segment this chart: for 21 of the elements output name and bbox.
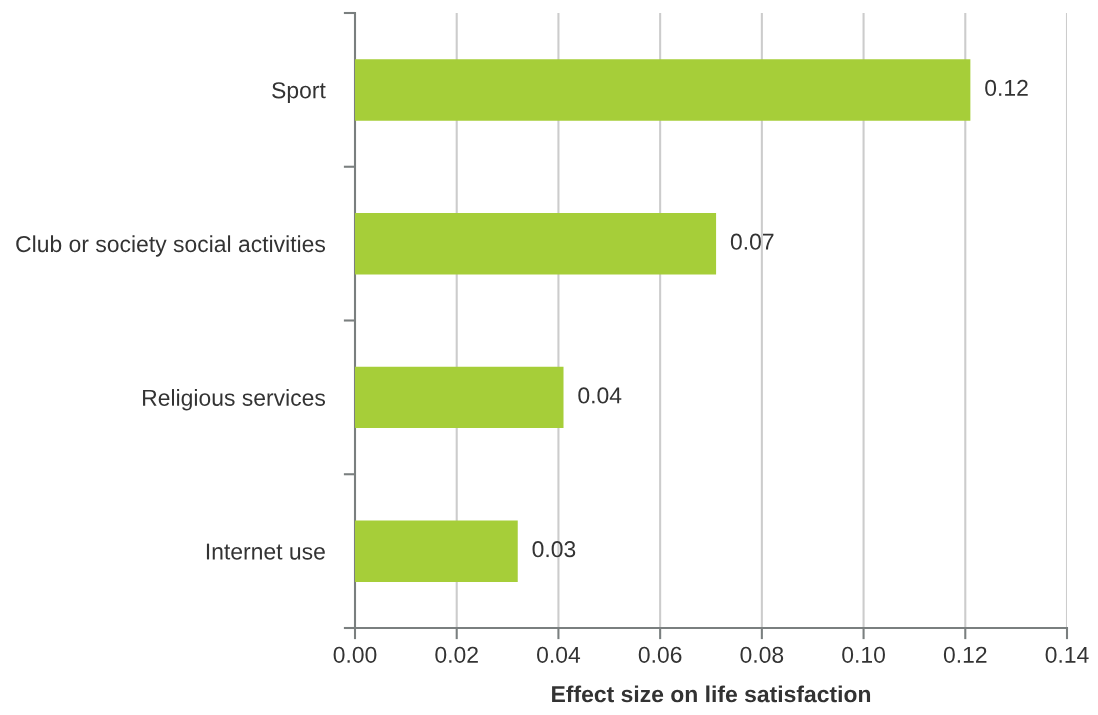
data-label: 0.12 bbox=[985, 79, 1028, 97]
x-tick-label: 0.06 bbox=[638, 646, 682, 663]
y-tick-label: Internet use bbox=[206, 543, 325, 560]
x-tick-label: 0.00 bbox=[333, 646, 377, 663]
bar bbox=[355, 520, 518, 582]
x-tick-label: 0.08 bbox=[740, 646, 784, 663]
data-label: 0.03 bbox=[532, 541, 576, 558]
data-label: 0.07 bbox=[730, 233, 774, 250]
x-tick-label: 0.02 bbox=[435, 646, 478, 663]
x-tick-label: 0.14 bbox=[1045, 646, 1089, 663]
y-tick-label: Club or society social activities bbox=[16, 235, 326, 257]
y-tick-label: Religious services bbox=[143, 389, 326, 411]
data-label: 0.04 bbox=[578, 387, 622, 404]
bar bbox=[355, 366, 564, 429]
bar bbox=[355, 59, 971, 121]
y-tick-label: Sport bbox=[272, 82, 326, 103]
x-tick-label: 0.10 bbox=[842, 646, 885, 663]
x-tick-label: 0.12 bbox=[943, 646, 987, 663]
x-tick-label: 0.04 bbox=[537, 646, 581, 663]
x-axis-title: Effect size on life satisfaction bbox=[552, 685, 871, 703]
bar bbox=[355, 212, 717, 275]
